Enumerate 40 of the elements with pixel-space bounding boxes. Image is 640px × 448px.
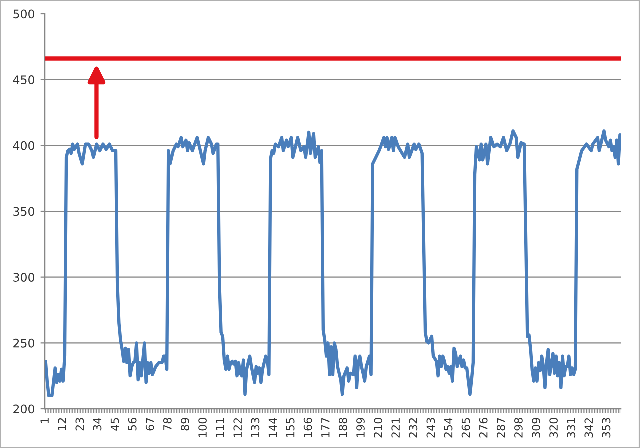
x-tick-label: 177: [322, 418, 330, 438]
x-tick-label: 111: [216, 418, 224, 438]
x-tick-label: 309: [532, 418, 540, 438]
x-tick-label: 155: [286, 418, 295, 438]
x-tick-label: 298: [514, 418, 523, 438]
y-tick-label: 450: [13, 76, 34, 84]
y-tick-label: 500: [14, 10, 34, 19]
x-tick-label: 1: [40, 418, 49, 424]
x-tick-label: 265: [462, 418, 470, 438]
x-tick-label: 232: [409, 418, 418, 438]
x-tick-label: 221: [392, 418, 400, 438]
x-tick-label: 254: [444, 418, 453, 438]
x-tick-label: 210: [374, 418, 382, 438]
x-tick-label: 353: [602, 418, 611, 438]
x-tick-label: 12: [58, 418, 66, 430]
x-tick-label: 78: [163, 418, 172, 431]
x-tick-label: 199: [356, 418, 365, 438]
y-tick-label: 250: [14, 338, 34, 348]
x-tick-label: 276: [479, 418, 488, 438]
x-tick-label: 67: [146, 418, 154, 431]
x-tick-label: 287: [496, 418, 506, 438]
x-tick-label: 34: [93, 418, 102, 431]
x-tick-label: 166: [304, 418, 312, 438]
x-tick-label: 144: [268, 418, 278, 438]
x-tick-label: 23: [76, 418, 84, 431]
x-tick-label: 100: [198, 418, 207, 438]
x-tick-label: 56: [128, 418, 137, 431]
y-tick-label: 200: [14, 404, 34, 414]
x-tick-label: 243: [426, 418, 436, 438]
x-tick-label: 188: [338, 418, 348, 438]
y-tick-label: 300: [14, 273, 34, 282]
x-tick-label: 331: [567, 418, 576, 438]
x-tick-label: 133: [251, 418, 260, 438]
x-tick-label: 320: [550, 418, 558, 438]
x-tick-label: 45: [110, 418, 120, 431]
y-tick-label: 350: [14, 207, 34, 216]
x-tick-label: 89: [181, 418, 190, 431]
x-tick-label: 342: [584, 418, 594, 438]
x-tick-label: 122: [234, 418, 242, 438]
y-tick-label: 400: [13, 141, 34, 150]
